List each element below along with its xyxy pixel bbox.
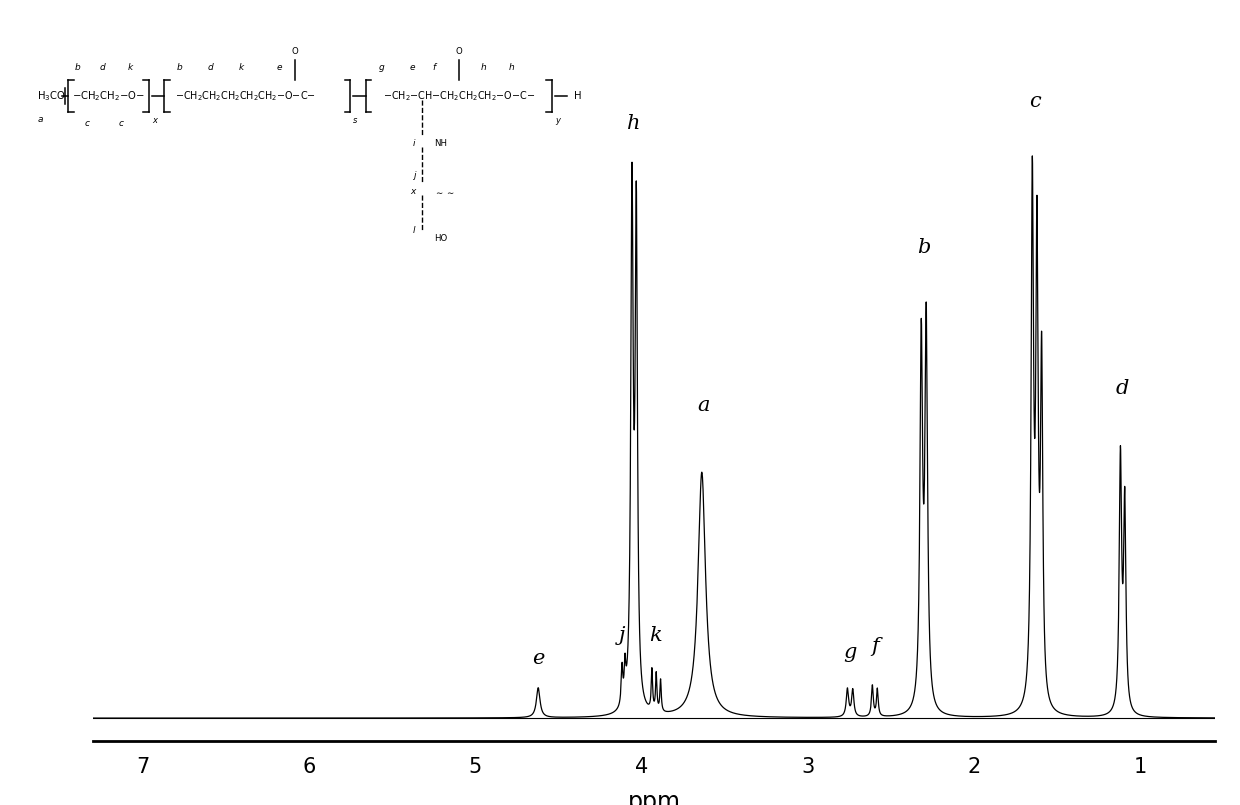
Text: O: O	[291, 47, 298, 56]
Text: k: k	[650, 626, 662, 645]
Text: s: s	[353, 116, 358, 125]
Text: a: a	[697, 395, 709, 415]
Text: e: e	[532, 649, 544, 667]
Text: $-$CH$_2$$-$CH$-$CH$_2$CH$_2$CH$_2$$-$O$-$C$-$: $-$CH$_2$$-$CH$-$CH$_2$CH$_2$CH$_2$$-$O$…	[383, 89, 534, 102]
Text: b: b	[74, 64, 81, 72]
Text: a: a	[37, 115, 43, 124]
Text: g: g	[378, 64, 384, 72]
Text: e: e	[277, 64, 281, 72]
Text: c: c	[1029, 92, 1040, 111]
Text: h: h	[508, 64, 515, 72]
X-axis label: ppm: ppm	[627, 791, 681, 805]
Text: j: j	[413, 171, 415, 180]
Text: k: k	[128, 64, 133, 72]
Text: d: d	[208, 64, 213, 72]
Text: h: h	[627, 114, 641, 134]
Text: NH: NH	[434, 139, 446, 148]
Text: H: H	[574, 91, 582, 101]
Text: b: b	[918, 238, 931, 257]
Text: c: c	[118, 119, 124, 128]
Text: O: O	[455, 47, 463, 56]
Text: k: k	[239, 64, 244, 72]
Text: d: d	[99, 64, 105, 72]
Text: x: x	[410, 187, 415, 196]
Text: H$_3$CO: H$_3$CO	[37, 89, 66, 102]
Text: x: x	[151, 116, 157, 125]
Text: f: f	[870, 638, 879, 656]
Text: h: h	[481, 64, 486, 72]
Text: l: l	[413, 226, 415, 235]
Text: d: d	[1116, 378, 1130, 398]
Text: $-$CH$_2$CH$_2$$-$O$-$: $-$CH$_2$CH$_2$$-$O$-$	[72, 89, 145, 102]
Text: $-$CH$_2$CH$_2$CH$_2$CH$_2$CH$_2$$-$O$-$C$-$: $-$CH$_2$CH$_2$CH$_2$CH$_2$CH$_2$$-$O$-$…	[175, 89, 315, 102]
Text: f: f	[433, 64, 435, 72]
Text: $\sim\sim$: $\sim\sim$	[434, 187, 455, 196]
Text: j: j	[619, 626, 625, 645]
Text: g: g	[843, 643, 857, 662]
Text: e: e	[409, 64, 415, 72]
Text: i: i	[413, 139, 415, 148]
Text: c: c	[84, 119, 89, 128]
Text: y: y	[556, 116, 560, 125]
Text: b: b	[177, 64, 182, 72]
Text: HO: HO	[434, 234, 448, 243]
